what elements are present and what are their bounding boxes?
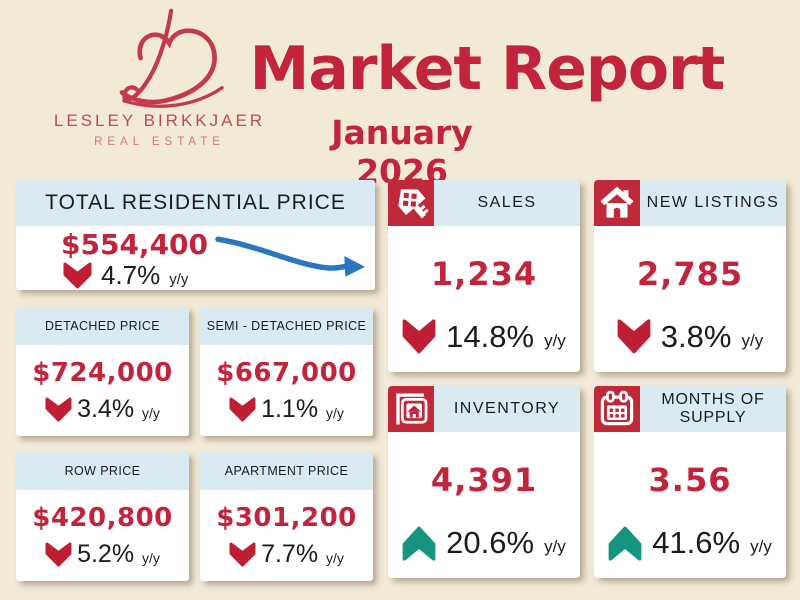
card-title: SEMI - DETACHED PRICE — [200, 307, 373, 345]
card-title: NEW LISTINGS — [640, 180, 786, 226]
change-row: 5.2% y/y — [16, 540, 189, 569]
brand-tagline: REAL ESTATE — [94, 136, 225, 148]
icon-box — [594, 386, 640, 432]
months-of-supply-card: MONTHS OF SUPPLY 3.56 41.6% y/y — [594, 386, 786, 578]
change-period: y/y — [741, 331, 764, 350]
brand-name: LESLEY BIRKKJAER — [53, 111, 266, 130]
row-price-card: ROW PRICE $420,800 5.2% y/y — [16, 452, 189, 581]
down-arrow-icon — [45, 542, 72, 567]
up-arrow-icon — [608, 526, 642, 561]
price-value: $420,800 — [32, 503, 173, 533]
change-period: y/y — [326, 404, 344, 421]
change-pct: 14.8% — [446, 319, 535, 354]
card-title: INVENTORY — [434, 386, 580, 432]
price-value: $301,200 — [216, 503, 357, 533]
card-header: INVENTORY — [388, 386, 580, 432]
change-row: 1.1% y/y — [200, 395, 373, 424]
change-row: 14.8% y/y — [388, 318, 580, 356]
inventory-card: INVENTORY 4,391 20.6% y/y — [388, 386, 580, 578]
card-header: SALES — [388, 180, 580, 226]
down-arrow-icon — [45, 397, 72, 422]
change-pct: 41.6% — [652, 525, 741, 560]
down-arrow-icon — [63, 262, 92, 289]
icon-box — [388, 180, 434, 226]
price-value: $667,000 — [216, 358, 357, 388]
change-period: y/y — [750, 537, 772, 556]
total-change-pct: 4.7% — [101, 260, 161, 290]
new-listings-card: NEW LISTINGS 2,785 3.8% y/y — [594, 180, 786, 372]
card-title: MONTHS OF SUPPLY — [640, 386, 786, 432]
change-period: y/y — [142, 549, 160, 566]
change-pct: 3.4% — [77, 395, 135, 423]
change-period: y/y — [326, 549, 344, 566]
card-title: ROW PRICE — [16, 452, 189, 490]
change-row: 3.8% y/y — [594, 318, 786, 356]
total-price-value: $554,400 — [61, 228, 209, 261]
change-row: 3.4% y/y — [16, 395, 189, 424]
total-card-body: $554,400 4.7% y/y — [16, 226, 375, 290]
heart-signature-icon — [119, 8, 224, 108]
change-pct: 3.8% — [660, 319, 732, 354]
price-value: $724,000 — [32, 358, 173, 388]
change-row: 7.7% y/y — [200, 540, 373, 569]
declining-trend-arrow-icon — [215, 236, 366, 277]
change-row: 41.6% y/y — [594, 524, 786, 562]
stat-value: 3.56 — [648, 461, 732, 499]
total-residential-price-card: TOTAL RESIDENTIAL PRICE $554,400 4.7% y/… — [16, 180, 375, 290]
change-pct: 5.2% — [77, 540, 135, 568]
page-title: Market Report — [249, 34, 726, 104]
change-period: y/y — [142, 404, 160, 421]
brand-logo-block: LESLEY BIRKKJAER REAL ESTATE — [52, 8, 267, 148]
card-header: NEW LISTINGS — [594, 180, 786, 226]
change-pct: 20.6% — [446, 525, 535, 560]
icon-box — [594, 180, 640, 226]
icon-box — [388, 386, 434, 432]
change-row: 20.6% y/y — [388, 524, 580, 562]
stat-value: 4,391 — [430, 461, 538, 499]
house-key-icon — [398, 189, 429, 219]
for-sale-sign-icon — [396, 393, 428, 425]
card-header: MONTHS OF SUPPLY — [594, 386, 786, 432]
card-title: SALES — [434, 180, 580, 226]
total-change-row: 4.7% y/y — [62, 260, 188, 291]
change-period: y/y — [544, 331, 566, 350]
apartment-price-card: APARTMENT PRICE $301,200 7.7% y/y — [200, 452, 373, 581]
total-card-title: TOTAL RESIDENTIAL PRICE — [16, 180, 375, 226]
up-arrow-icon — [402, 526, 436, 561]
down-arrow-icon — [402, 319, 436, 354]
stat-value: 1,234 — [430, 255, 538, 293]
semi-detached-price-card: SEMI - DETACHED PRICE $667,000 1.1% y/y — [200, 307, 373, 436]
card-title: DETACHED PRICE — [16, 307, 189, 345]
calendar-icon — [600, 390, 634, 426]
total-change-period: y/y — [169, 270, 189, 288]
down-arrow-icon — [229, 542, 256, 567]
change-pct: 1.1% — [261, 395, 319, 423]
down-arrow-icon — [617, 319, 651, 354]
detached-price-card: DETACHED PRICE $724,000 3.4% y/y — [16, 307, 189, 436]
report-month: January 2026 — [331, 113, 473, 191]
sales-card: SALES 1,234 14.8% y/y — [388, 180, 580, 372]
stat-value: 2,785 — [636, 255, 744, 293]
change-period: y/y — [544, 537, 566, 556]
down-arrow-icon — [229, 397, 256, 422]
house-icon — [600, 186, 634, 218]
card-title: APARTMENT PRICE — [200, 452, 373, 490]
change-pct: 7.7% — [261, 540, 319, 568]
